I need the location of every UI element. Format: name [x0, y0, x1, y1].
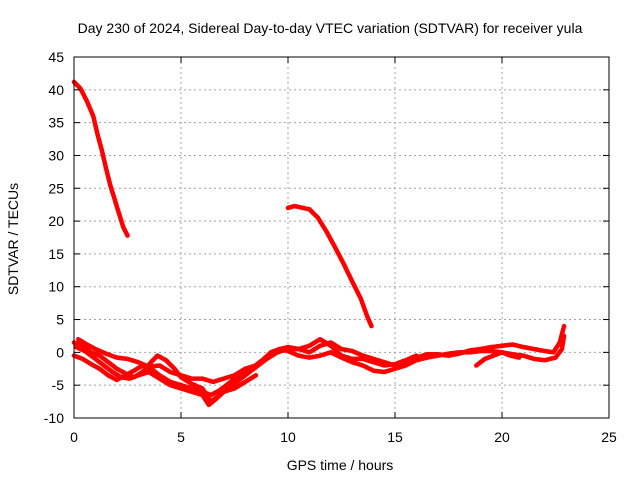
y-axis-label: SDTVAR / TECUs — [5, 183, 21, 295]
series-track-7 — [474, 350, 522, 368]
series-track-5 — [75, 336, 419, 385]
y-tick-label: 5 — [56, 312, 64, 328]
y-tick-label: 10 — [48, 279, 64, 295]
grid — [74, 57, 609, 418]
y-tick-label: 0 — [56, 344, 64, 360]
y-tick-label: 25 — [48, 180, 64, 196]
data-point — [369, 323, 374, 329]
y-tick-label: -10 — [44, 410, 64, 426]
series-track-2 — [285, 203, 374, 329]
data-point — [253, 373, 259, 378]
plot-frame — [73, 56, 610, 419]
x-tick-label: 5 — [177, 429, 185, 445]
y-tick-label: 45 — [48, 49, 64, 65]
y-tick-label: -5 — [52, 377, 65, 393]
x-tick-label: 10 — [280, 429, 296, 445]
data-point — [561, 333, 567, 339]
x-tick-label: 25 — [601, 429, 617, 445]
x-tick-label: 0 — [70, 429, 78, 445]
y-tick-label: 20 — [48, 213, 64, 229]
y-tick-label: 30 — [48, 147, 64, 163]
x-tick-label: 15 — [387, 429, 403, 445]
data-points — [71, 79, 567, 408]
y-tick-label: 15 — [48, 246, 64, 262]
y-tick-label: 35 — [48, 115, 64, 131]
data-point — [516, 355, 522, 360]
series-track-1 — [71, 79, 130, 238]
x-tick-label: 20 — [494, 429, 510, 445]
x-axis-label: GPS time / hours — [287, 457, 394, 473]
series-track-6 — [73, 344, 259, 408]
data-point — [414, 353, 419, 358]
data-point — [125, 233, 130, 238]
data-point — [561, 323, 567, 329]
y-tick-label: 40 — [48, 82, 64, 98]
axis-ticks: 0 5 10 15 20 25 -10 -5 0 5 10 15 20 25 30 35 40 45 — [44, 49, 617, 445]
chart-title: Day 230 of 2024, Sidereal Day-to-day VTE… — [78, 20, 583, 36]
